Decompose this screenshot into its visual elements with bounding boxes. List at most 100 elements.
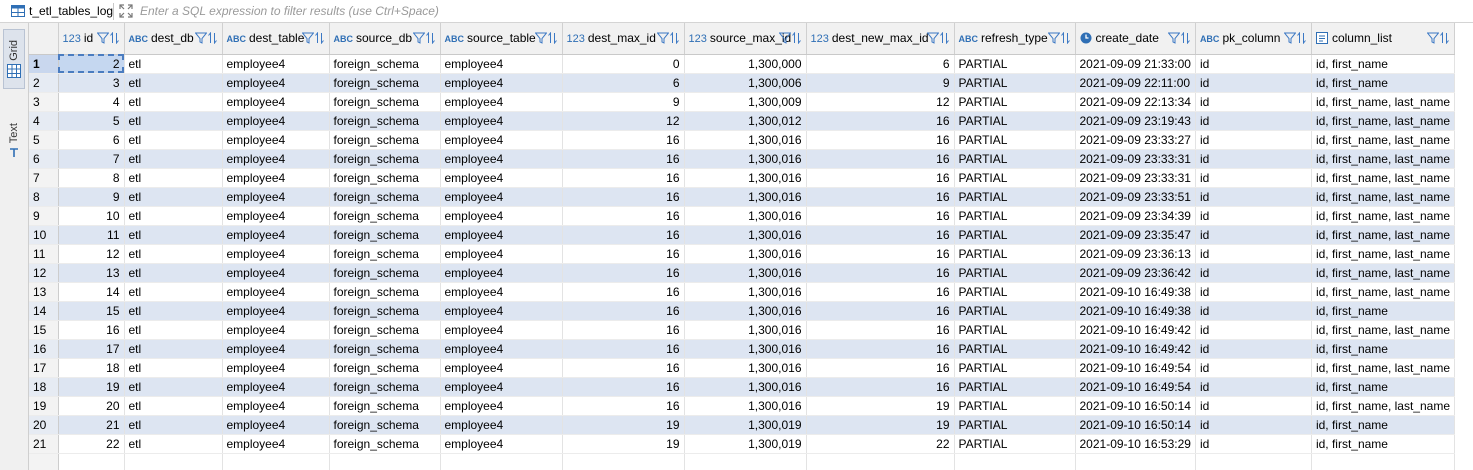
cell-source-table[interactable]: employee4 [440, 73, 563, 93]
cell-source-db[interactable]: foreign_schema [329, 225, 441, 245]
column-filter-icon[interactable] [96, 32, 109, 44]
cell-source-db[interactable]: foreign_schema [329, 320, 441, 340]
row-number[interactable]: 16 [29, 339, 59, 359]
cell-dest-new-max-id[interactable]: 6 [806, 54, 955, 74]
cell-create-date[interactable]: 2021-09-09 23:33:51 [1075, 187, 1196, 207]
cell-dest-new-max-id[interactable]: 22 [806, 434, 955, 454]
table-row[interactable]: 1 2 etl employee4 foreign_schema employee4 0 1,… [29, 54, 1456, 74]
cell-column-list[interactable]: id, first_name, last_name [1311, 206, 1456, 226]
cell-source-table[interactable]: employee4 [440, 434, 563, 454]
cell-column-list[interactable]: id, first_name, last_name [1311, 358, 1456, 378]
cell-refresh-type[interactable]: PARTIAL [954, 358, 1076, 378]
cell-source-max-id[interactable]: 1,300,019 [684, 434, 807, 454]
row-number[interactable]: 13 [29, 282, 59, 302]
table-row[interactable]: 6 7 etl employee4 foreign_schema employee4 16 1… [29, 149, 1456, 169]
cell-dest-table[interactable]: employee4 [222, 434, 330, 454]
column-filter-icon[interactable] [656, 32, 669, 44]
cell-dest-table[interactable]: employee4 [222, 168, 330, 188]
cell-dest-table[interactable]: employee4 [222, 73, 330, 93]
cell-create-date[interactable]: 2021-09-10 16:49:38 [1075, 301, 1196, 321]
cell-source-table[interactable]: employee4 [440, 358, 563, 378]
cell-dest-max-id[interactable]: 16 [562, 301, 685, 321]
cell-refresh-type[interactable]: PARTIAL [954, 282, 1076, 302]
cell-source-table[interactable]: employee4 [440, 187, 563, 207]
column-header-create-date[interactable]: create_date [1075, 23, 1196, 55]
cell-dest-table[interactable]: employee4 [222, 225, 330, 245]
table-row[interactable]: 14 15 etl employee4 foreign_schema employee4 1… [29, 301, 1456, 321]
cell-source-table[interactable]: employee4 [440, 339, 563, 359]
cell-dest-table[interactable]: employee4 [222, 130, 330, 150]
table-row[interactable]: 2 3 etl employee4 foreign_schema employee4 6 1,… [29, 73, 1456, 93]
cell-create-date[interactable]: 2021-09-09 23:36:42 [1075, 263, 1196, 283]
cell-id[interactable]: 2 [58, 54, 125, 74]
column-sort-icon[interactable] [939, 32, 949, 44]
cell-refresh-type[interactable]: PARTIAL [954, 301, 1076, 321]
column-header-source-max-id[interactable]: 123 source_max_id [684, 23, 807, 55]
cell-dest-db[interactable]: etl [124, 54, 223, 74]
cell-dest-max-id[interactable]: 6 [562, 73, 685, 93]
cell-column-list[interactable]: id, first_name, last_name [1311, 244, 1456, 264]
column-filter-icon[interactable] [1167, 32, 1180, 44]
cell-dest-db[interactable]: etl [124, 396, 223, 416]
cell-refresh-type[interactable]: PARTIAL [954, 168, 1076, 188]
cell-dest-new-max-id[interactable]: 16 [806, 301, 955, 321]
cell-pk-column[interactable]: id [1195, 54, 1312, 74]
cell-id[interactable]: 14 [58, 282, 125, 302]
cell-dest-max-id[interactable]: 19 [562, 434, 685, 454]
cell-id[interactable]: 22 [58, 434, 125, 454]
cell-source-max-id[interactable]: 1,300,009 [684, 92, 807, 112]
cell-id[interactable]: 10 [58, 206, 125, 226]
cell-refresh-type[interactable]: PARTIAL [954, 415, 1076, 435]
cell-dest-new-max-id[interactable]: 16 [806, 320, 955, 340]
cell-refresh-type[interactable]: PARTIAL [954, 244, 1076, 264]
cell-id[interactable]: 12 [58, 244, 125, 264]
cell-source-max-id[interactable]: 1,300,016 [684, 263, 807, 283]
column-header-dest-max-id[interactable]: 123 dest_max_id [562, 23, 685, 55]
column-filter-icon[interactable] [412, 32, 425, 44]
row-number[interactable]: 4 [29, 111, 59, 131]
cell-source-max-id[interactable]: 1,300,016 [684, 301, 807, 321]
cell-source-db[interactable]: foreign_schema [329, 377, 441, 397]
cell-dest-db[interactable]: etl [124, 206, 223, 226]
column-header-source-db[interactable]: ABC source_db [329, 23, 441, 55]
table-row[interactable]: 4 5 etl employee4 foreign_schema employee4 12 1… [29, 111, 1456, 131]
row-number[interactable]: 12 [29, 263, 59, 283]
cell-source-db[interactable]: foreign_schema [329, 263, 441, 283]
cell-column-list[interactable]: id, first_name [1311, 301, 1456, 321]
column-filter-icon[interactable] [194, 32, 207, 44]
cell-dest-db[interactable]: etl [124, 358, 223, 378]
cell-source-table[interactable]: employee4 [440, 415, 563, 435]
cell-refresh-type[interactable]: PARTIAL [954, 206, 1076, 226]
cell-source-table[interactable]: employee4 [440, 92, 563, 112]
cell-dest-db[interactable]: etl [124, 263, 223, 283]
cell-source-max-id[interactable]: 1,300,016 [684, 130, 807, 150]
column-sort-icon[interactable] [207, 32, 217, 44]
column-header-dest-db[interactable]: ABC dest_db [124, 23, 223, 55]
column-sort-icon[interactable] [425, 32, 435, 44]
cell-dest-max-id[interactable]: 16 [562, 130, 685, 150]
table-row[interactable]: 5 6 etl employee4 foreign_schema employee4 16 1… [29, 130, 1456, 150]
table-row[interactable]: 12 13 etl employee4 foreign_schema employee4 1… [29, 263, 1456, 283]
results-grid[interactable]: 123 id ABC dest_db ABC dest_table ABC source_db… [29, 23, 1473, 470]
cell-dest-max-id[interactable]: 16 [562, 396, 685, 416]
cell-dest-db[interactable]: etl [124, 282, 223, 302]
cell-source-table[interactable]: employee4 [440, 282, 563, 302]
cell-refresh-type[interactable]: PARTIAL [954, 73, 1076, 93]
cell-dest-table[interactable]: employee4 [222, 282, 330, 302]
cell-dest-new-max-id[interactable]: 16 [806, 168, 955, 188]
cell-pk-column[interactable]: id [1195, 168, 1312, 188]
cell-source-max-id[interactable]: 1,300,016 [684, 339, 807, 359]
cell-column-list[interactable]: id, first_name, last_name [1311, 396, 1456, 416]
row-number[interactable]: 18 [29, 377, 59, 397]
cell-create-date[interactable]: 2021-09-09 22:13:34 [1075, 92, 1196, 112]
cell-source-max-id[interactable]: 1,300,016 [684, 396, 807, 416]
cell-source-db[interactable]: foreign_schema [329, 339, 441, 359]
cell-id[interactable]: 13 [58, 263, 125, 283]
cell-pk-column[interactable]: id [1195, 187, 1312, 207]
cell-dest-table[interactable]: employee4 [222, 358, 330, 378]
column-header-refresh-type[interactable]: ABC refresh_type [954, 23, 1076, 55]
column-filter-icon[interactable] [926, 32, 939, 44]
row-number[interactable]: 20 [29, 415, 59, 435]
cell-pk-column[interactable]: id [1195, 92, 1312, 112]
cell-dest-new-max-id[interactable]: 16 [806, 149, 955, 169]
